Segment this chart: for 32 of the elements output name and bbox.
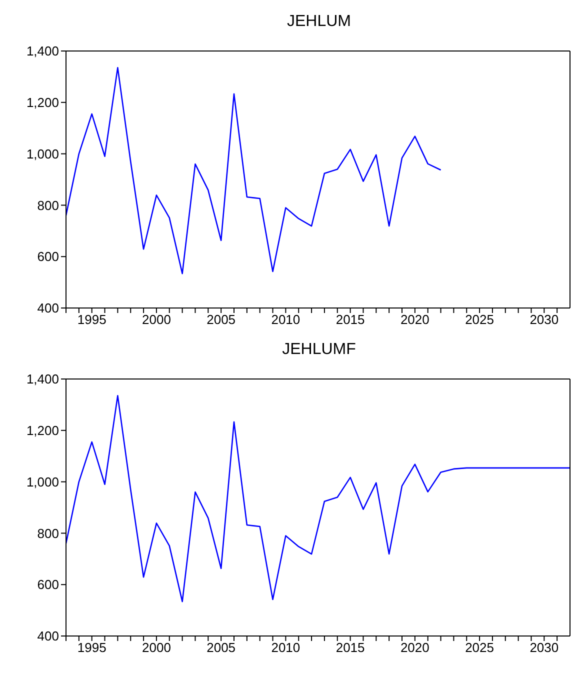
y-tick-label: 1,400 bbox=[26, 372, 59, 387]
x-tick-label: 2010 bbox=[271, 640, 300, 656]
x-tick-label: 2010 bbox=[271, 312, 300, 328]
y-tick-label: 600 bbox=[37, 249, 59, 264]
y-tick-label: 1,200 bbox=[26, 423, 59, 438]
y-tick-label: 1,400 bbox=[26, 44, 59, 59]
line-series bbox=[66, 67, 442, 274]
x-tick-label: 2005 bbox=[206, 312, 236, 328]
y-tick-label: 600 bbox=[37, 577, 59, 592]
x-tick-label: 2000 bbox=[142, 312, 171, 328]
x-tick-label: 1995 bbox=[77, 640, 106, 656]
x-tick-label: 1995 bbox=[77, 312, 106, 328]
y-tick-label: 1,000 bbox=[26, 474, 59, 490]
x-tick-label: 2015 bbox=[336, 312, 365, 328]
x-tick-label: 2030 bbox=[530, 312, 559, 328]
x-tick-label: 2030 bbox=[530, 640, 559, 656]
x-tick-label: 2025 bbox=[465, 640, 494, 656]
x-tick-label: 2015 bbox=[336, 640, 365, 656]
y-tick-label: 400 bbox=[37, 628, 59, 644]
chart-title: JEHLUMF bbox=[281, 340, 357, 360]
x-tick-label: 2005 bbox=[206, 640, 236, 656]
y-tick-label: 1,000 bbox=[26, 146, 59, 162]
y-tick-label: 800 bbox=[37, 526, 59, 541]
y-tick-label: 1,200 bbox=[26, 95, 59, 110]
x-tick-label: 2000 bbox=[142, 640, 171, 656]
y-tick-label: 800 bbox=[37, 198, 59, 213]
line-series bbox=[66, 395, 570, 602]
y-tick-label: 400 bbox=[37, 300, 59, 316]
x-tick-label: 2025 bbox=[465, 312, 494, 328]
x-tick-label: 2020 bbox=[400, 312, 430, 328]
chart-title: JEHLUM bbox=[286, 12, 352, 32]
x-tick-label: 2020 bbox=[400, 640, 430, 656]
